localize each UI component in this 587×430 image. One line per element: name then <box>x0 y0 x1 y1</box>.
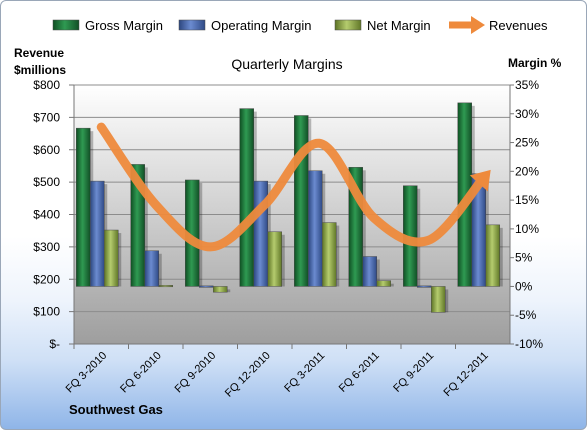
legend-swatch <box>52 19 80 31</box>
x-tick-label: FQ 9-2010 <box>173 350 219 396</box>
y-left-tick-label: $700 <box>33 110 60 124</box>
y-left-tick-label: $400 <box>33 208 60 222</box>
y-left-tick-label: $500 <box>33 175 60 189</box>
chart-title: Quarterly Margins <box>231 56 342 72</box>
y-right-tick-label: 10% <box>515 222 539 236</box>
bar <box>104 229 119 287</box>
bar <box>76 127 91 287</box>
revenue-line <box>96 122 488 252</box>
y-right-tick-label: 5% <box>515 251 533 265</box>
bar <box>199 285 214 288</box>
bar <box>253 180 268 287</box>
bar-shadow <box>199 182 203 287</box>
bar <box>158 285 173 288</box>
bar-shadow <box>362 170 366 287</box>
bar <box>431 286 446 313</box>
y-right-tick-label: 15% <box>515 193 539 207</box>
bar <box>267 231 282 287</box>
bar-shadow <box>118 233 122 287</box>
x-tick-label: FQ 6-2010 <box>118 350 164 396</box>
y-left-tick-label: $200 <box>33 272 60 286</box>
bar <box>308 170 323 287</box>
revenue-arrowhead <box>469 169 491 192</box>
bar-shadow <box>376 259 380 287</box>
bar <box>294 115 309 287</box>
bar <box>90 180 105 287</box>
legend-label: Operating Margin <box>211 18 311 33</box>
y-left-tick-label: $600 <box>33 143 60 157</box>
y-right-tick-label: -5% <box>515 308 537 322</box>
bar-shadow <box>390 283 394 287</box>
bar <box>213 286 228 293</box>
bar-shadow <box>445 289 449 313</box>
x-tick-label: FQ 9-2011 <box>391 350 436 395</box>
y-left-tick-label: $- <box>49 337 60 351</box>
bar <box>322 222 337 287</box>
y-right-tick-label: 20% <box>515 164 539 178</box>
legend-swatch <box>334 19 362 31</box>
y-right-tick-label: 0% <box>515 279 533 293</box>
bar <box>376 280 391 287</box>
footer-label: Southwest Gas <box>69 402 163 417</box>
legend-label: Net Margin <box>367 18 431 33</box>
x-tick-label: FQ 3-2010 <box>64 350 110 396</box>
legend-label: Gross Margin <box>85 18 163 33</box>
y-left-tick-label: $800 <box>33 78 60 92</box>
bar-shadow <box>144 167 148 287</box>
y-right-tick-label: 30% <box>515 107 539 121</box>
y-left-tick-label: $100 <box>33 305 60 319</box>
y-left-label-line1: Revenue <box>14 46 64 60</box>
plot-area: $- $100 $200 $300 $400 $500 $600 $700 $800 -10% -5… <box>33 78 543 400</box>
bar <box>239 108 254 287</box>
legend-label: Revenues <box>489 18 548 33</box>
bar-shadow <box>158 253 162 287</box>
y-left-label-line2: $millions <box>14 63 66 77</box>
x-tick-label: FQ 3-2011 <box>282 350 327 395</box>
bar-shadow <box>499 227 503 287</box>
x-tick-label: FQ 12-2010 <box>223 350 273 400</box>
bar <box>417 285 432 288</box>
legend-swatch <box>178 19 206 31</box>
y-right-tick-label: -10% <box>515 337 543 351</box>
legend: Gross Margin Operating Margin Net Margin Re… <box>52 16 548 34</box>
bar <box>362 256 377 287</box>
bar <box>144 250 159 287</box>
legend-arrow <box>471 16 485 34</box>
bar-shadow <box>281 234 285 287</box>
x-tick-label: FQ 12-2011 <box>441 350 490 399</box>
bar-shadow <box>336 225 340 287</box>
x-tick-label: FQ 6-2011 <box>337 350 382 395</box>
y-right-tick-label: 25% <box>515 136 539 150</box>
bar-shadow <box>227 289 231 293</box>
bar <box>485 224 500 287</box>
bar <box>130 164 145 287</box>
y-left-tick-label: $300 <box>33 240 60 254</box>
y-right-tick-label: 35% <box>515 78 539 92</box>
y-right-label: Margin % <box>508 56 562 70</box>
